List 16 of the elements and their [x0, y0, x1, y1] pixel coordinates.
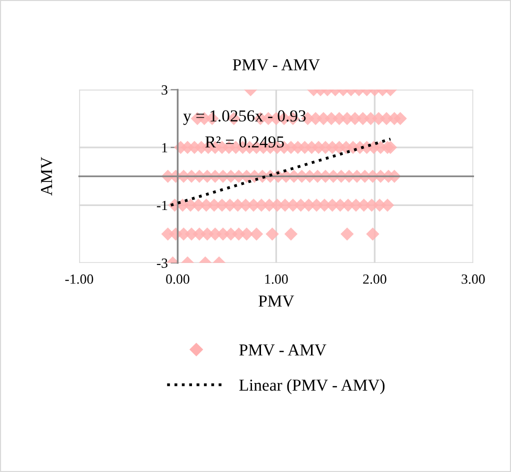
legend-label: PMV - AMV — [239, 344, 326, 356]
x-tick-label: 1.00 — [265, 274, 288, 284]
annotation: y = 1.0256x - 0.93 — [183, 110, 306, 125]
y-tick-label: 1 — [162, 143, 168, 152]
x-tick-label: 3.00 — [462, 274, 485, 284]
y-tick-label: -1 — [156, 200, 168, 210]
y-tick-label: -3 — [156, 258, 168, 268]
chart-title: PMV - AMV — [232, 59, 320, 70]
x-tick-label: -1.00 — [65, 274, 94, 284]
x-axis-title: PMV — [258, 296, 294, 307]
legend-label: Linear (PMV - AMV) — [239, 379, 385, 394]
y-tick-label: 3 — [162, 85, 168, 95]
x-tick-label: 2.00 — [363, 274, 386, 284]
annotation: R² = 0.2495 — [205, 136, 284, 148]
x-tick-label: 0.00 — [166, 274, 190, 284]
y-axis-title: AMV — [41, 157, 52, 196]
